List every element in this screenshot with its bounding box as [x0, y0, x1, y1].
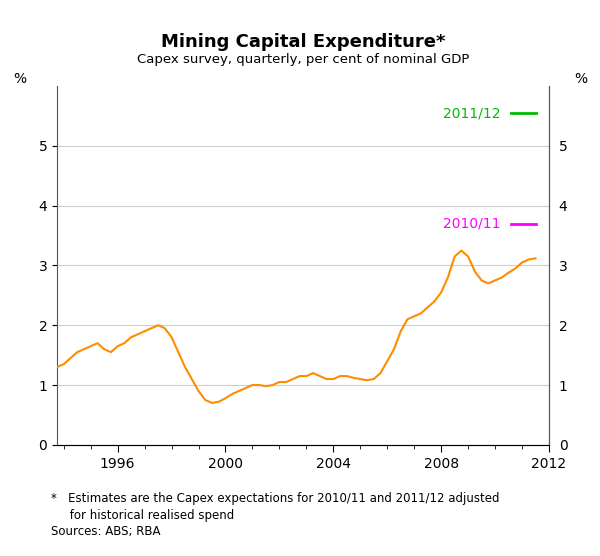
Text: for historical realised spend: for historical realised spend: [51, 509, 234, 522]
Text: Capex survey, quarterly, per cent of nominal GDP: Capex survey, quarterly, per cent of nom…: [137, 53, 469, 67]
Text: *   Estimates are the Capex expectations for 2010/11 and 2011/12 adjusted: * Estimates are the Capex expectations f…: [51, 492, 499, 505]
Text: 2011/12: 2011/12: [443, 106, 500, 120]
Text: %: %: [574, 72, 587, 86]
Text: Sources: ABS; RBA: Sources: ABS; RBA: [51, 525, 161, 538]
Text: %: %: [14, 72, 26, 86]
Title: Mining Capital Expenditure*: Mining Capital Expenditure*: [161, 33, 445, 51]
Text: 2010/11: 2010/11: [443, 217, 500, 231]
